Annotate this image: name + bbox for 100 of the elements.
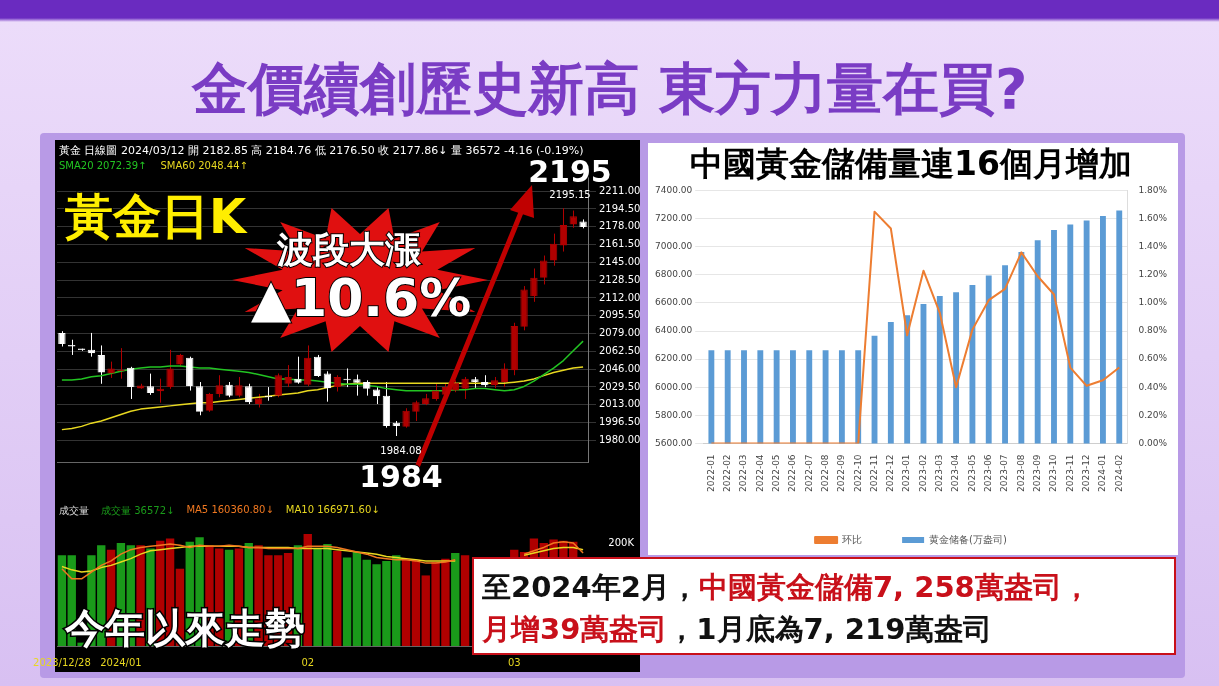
y-tick-label: 2079.00	[599, 327, 641, 339]
x-tick-label: 2023-08	[1015, 454, 1026, 493]
x-tick-label: 2023-03	[934, 454, 945, 493]
x-tick-label: 2024-02	[1113, 454, 1124, 493]
candlestick	[559, 207, 568, 253]
candlestick	[215, 374, 223, 398]
candlestick	[274, 373, 282, 398]
x-tick-label: 2023-02	[917, 454, 928, 493]
x-tick-label: 03	[507, 656, 521, 668]
candlestick	[284, 364, 292, 388]
y-tick-label: 7200.00	[655, 213, 693, 224]
y-tick-label: 2178.00	[599, 220, 641, 232]
annotation: 2195.15	[549, 189, 591, 200]
candlestick	[461, 376, 469, 400]
x-tick-label: 2022-05	[770, 454, 781, 493]
x-tick-label: 2024-01	[1097, 454, 1108, 493]
bar	[342, 557, 352, 646]
y-tick-label: 2046.00	[599, 362, 641, 374]
x-tick-label: 2023-07	[999, 454, 1010, 493]
candlestick	[343, 367, 351, 388]
y-tick-label: 6400.00	[655, 325, 693, 336]
y-tick-label: 2062.50	[599, 344, 641, 356]
candlestick	[166, 349, 174, 390]
y-tick-label: 2128.50	[599, 273, 641, 285]
y-tick-label: 2029.50	[599, 380, 641, 392]
legend-label: 黄金储备(万盎司)	[929, 533, 1007, 545]
text: MA5 160360.80↓	[186, 504, 274, 517]
y-tick-label: 2013.00	[599, 398, 641, 410]
y2-tick-label: 0.00%	[1138, 437, 1168, 448]
candlestick	[500, 362, 509, 388]
y2-tick-label: 0.40%	[1138, 381, 1168, 392]
annotation: 1984.08	[380, 445, 422, 456]
x-tick-label: 2022-01	[705, 454, 716, 493]
bar	[460, 555, 470, 646]
y-tick-label: 2194.50	[599, 202, 641, 214]
x-tick-label: 2023-12	[1080, 454, 1091, 493]
x-tick-label: 2023-05	[966, 454, 977, 493]
x-tick-label: 2022-10	[852, 454, 863, 493]
x-tick-label: 2023-11	[1064, 454, 1075, 493]
x-tick-label: 2023-10	[1048, 454, 1059, 493]
chart-title: 黃金 日線圖 2024/03/12 開 2182.85 高 2184.76 低 2176.50 收 2177.86↓ 量 36572 -4.16 (-0.19%)	[59, 143, 584, 158]
x-tick-label: 2022-09	[836, 454, 847, 493]
legend-label: 环比	[842, 533, 863, 545]
y2-tick-label: 1.40%	[1138, 241, 1168, 252]
y2-tick-label: 1.20%	[1138, 269, 1168, 280]
x-tick-label: 2022-08	[819, 454, 830, 493]
y2-tick-label: 0.20%	[1138, 409, 1168, 420]
x-tick-label: 2022-03	[738, 454, 749, 493]
annotation: 黃金日K	[65, 188, 247, 244]
y-tick-label: 6200.00	[655, 353, 693, 364]
bar	[303, 534, 312, 646]
candlestick	[97, 344, 105, 385]
bar	[401, 559, 411, 646]
x-tick-label: 2023-06	[983, 454, 994, 493]
y-tick-label: 2112.00	[599, 291, 641, 303]
bar	[352, 551, 362, 646]
x-tick-label: 2022-11	[868, 454, 879, 493]
y-tick-label: 2095.50	[599, 309, 641, 321]
candlestick	[245, 383, 253, 405]
y-tick-label: 7400.00	[655, 184, 693, 195]
bar	[451, 553, 460, 646]
candlestick	[402, 407, 410, 429]
y-tick-label: 2161.50	[599, 238, 641, 250]
y2-tick-label: 0.60%	[1138, 353, 1168, 364]
y-tick-label: 5800.00	[655, 409, 693, 420]
candlestick	[530, 267, 538, 303]
x-tick-label: 2022-06	[787, 454, 798, 493]
bar	[57, 555, 67, 646]
y-tick-label: 7000.00	[655, 241, 693, 252]
y-tick-label: 6800.00	[655, 269, 693, 280]
annotation: 1984	[359, 459, 443, 494]
text: 200K	[608, 537, 634, 548]
candlestick	[127, 366, 135, 400]
x-tick-label: 2022-07	[803, 454, 814, 493]
x-tick-label: 2023-09	[1032, 454, 1043, 493]
y-tick-label: 5600.00	[655, 437, 693, 448]
x-tick-label: 02	[301, 656, 315, 668]
text: 金價續創歷史新高 東方力量在買?	[190, 55, 1029, 123]
y-tick-label: 6600.00	[655, 297, 693, 308]
candlestick	[146, 373, 155, 396]
text: SMA60 2048.44↑	[160, 160, 248, 171]
bar	[333, 550, 342, 646]
x-tick-label: 2023-01	[901, 454, 912, 493]
x-tick-label: 2022-02	[722, 454, 733, 493]
x-tick-label: 2022-04	[754, 454, 765, 493]
x-tick-label: 2023-04	[950, 454, 961, 493]
y2-tick-label: 1.00%	[1138, 297, 1168, 308]
y2-tick-label: 1.80%	[1138, 184, 1168, 195]
y-tick-label: 1980.00	[599, 434, 641, 446]
y2-tick-label: 1.60%	[1138, 213, 1168, 224]
text: MA10 166971.60↓	[285, 504, 380, 517]
x-tick-label: 2024/01	[100, 656, 142, 668]
candlestick	[412, 400, 420, 422]
chart-title: 中國黃金儲備量連16個月增加	[690, 144, 1132, 184]
candlestick	[313, 354, 322, 378]
chart-title: 成交量	[59, 504, 89, 518]
x-tick-label: 2022-12	[885, 454, 896, 493]
y-tick-label: 6000.00	[655, 381, 693, 392]
y2-tick-label: 0.80%	[1138, 325, 1168, 336]
text: 成交量 36572↓	[101, 504, 175, 518]
